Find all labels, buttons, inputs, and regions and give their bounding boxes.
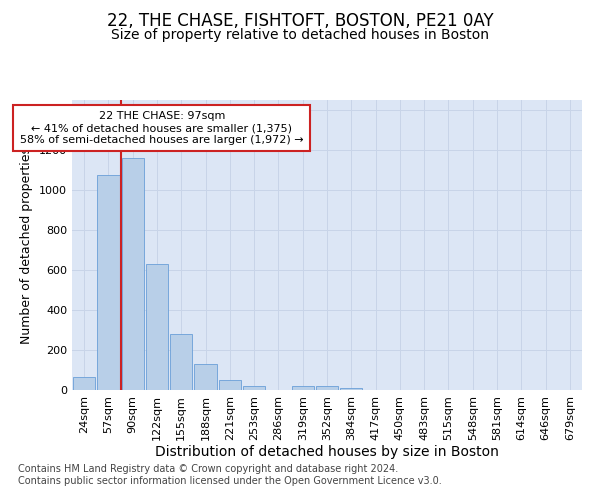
Bar	[170, 334, 193, 390]
Bar	[97, 175, 119, 390]
X-axis label: Distribution of detached houses by size in Boston: Distribution of detached houses by size …	[155, 446, 499, 460]
Bar	[122, 158, 144, 390]
Text: Contains HM Land Registry data © Crown copyright and database right 2024.: Contains HM Land Registry data © Crown c…	[18, 464, 398, 474]
Text: Contains public sector information licensed under the Open Government Licence v3: Contains public sector information licen…	[18, 476, 442, 486]
Bar	[340, 388, 362, 390]
Text: 22, THE CHASE, FISHTOFT, BOSTON, PE21 0AY: 22, THE CHASE, FISHTOFT, BOSTON, PE21 0A…	[107, 12, 493, 30]
Bar	[292, 386, 314, 390]
Bar	[194, 364, 217, 390]
Bar	[73, 377, 95, 390]
Bar	[218, 380, 241, 390]
Bar	[316, 386, 338, 390]
Text: 22 THE CHASE: 97sqm
← 41% of detached houses are smaller (1,375)
58% of semi-det: 22 THE CHASE: 97sqm ← 41% of detached ho…	[20, 112, 304, 144]
Y-axis label: Number of detached properties: Number of detached properties	[20, 146, 34, 344]
Bar	[243, 386, 265, 390]
Bar	[146, 264, 168, 390]
Text: Size of property relative to detached houses in Boston: Size of property relative to detached ho…	[111, 28, 489, 42]
